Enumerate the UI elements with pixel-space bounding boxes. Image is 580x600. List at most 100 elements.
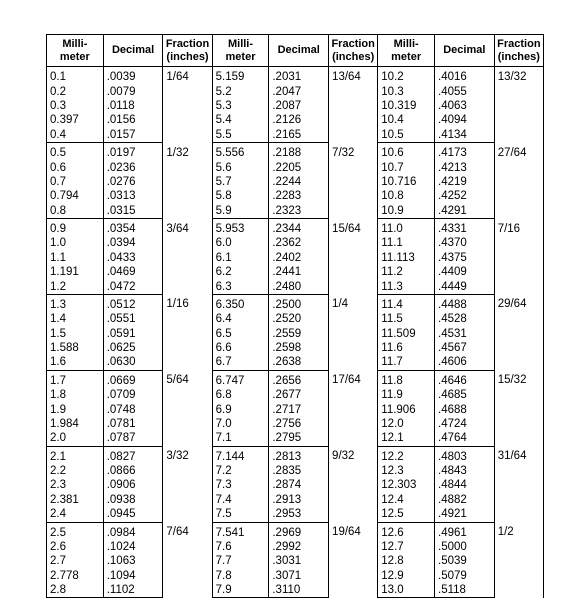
cell-mm: 11.2 (378, 265, 435, 279)
cell-mm: 7.3 (212, 478, 269, 492)
table-row: 0.5.01971/325.556.21887/3210.6.417327/64 (47, 143, 544, 161)
cell-mm: 12.0 (378, 417, 435, 431)
cell-decimal: .0625 (103, 341, 163, 355)
cell-decimal: .4803 (435, 446, 495, 464)
cell-decimal: .0781 (103, 417, 163, 431)
cell-decimal: .4016 (435, 67, 495, 85)
cell-fraction: 7/64 (163, 522, 212, 598)
cell-mm: 11.8 (378, 370, 435, 388)
cell-decimal: .0512 (103, 294, 163, 312)
cell-fraction: 1/16 (163, 294, 212, 370)
cell-decimal: .0669 (103, 370, 163, 388)
cell-mm: 7.2 (212, 464, 269, 478)
cell-decimal: .4291 (435, 204, 495, 219)
cell-mm: 7.6 (212, 540, 269, 554)
cell-fraction: 9/32 (329, 446, 378, 522)
cell-decimal: .4646 (435, 370, 495, 388)
cell-decimal: .5118 (435, 583, 495, 598)
cell-decimal: .2188 (269, 143, 329, 161)
cell-decimal: .4724 (435, 417, 495, 431)
table-row: 1.7.06695/646.747.265617/6411.8.464615/3… (47, 370, 544, 388)
cell-mm: 10.8 (378, 189, 435, 203)
table-row: 1.4.05516.4.252011.5.4528 (47, 312, 544, 326)
cell-mm: 11.9 (378, 388, 435, 402)
cell-fraction: 13/64 (329, 67, 378, 143)
cell-decimal: .0157 (103, 128, 163, 143)
cell-decimal: .0236 (103, 161, 163, 175)
cell-decimal: .2813 (269, 446, 329, 464)
table-row: 1.3.05121/166.350.25001/411.4.448829/64 (47, 294, 544, 312)
cell-mm: 12.2 (378, 446, 435, 464)
cell-fraction: 7/32 (329, 143, 378, 219)
table-row: 0.7.02765.7.224410.716.4219 (47, 175, 544, 189)
cell-decimal: .0938 (103, 493, 163, 507)
cell-mm: 2.381 (47, 493, 104, 507)
cell-mm: 10.3 (378, 85, 435, 99)
cell-mm: 7.5 (212, 507, 269, 522)
cell-mm: 6.350 (212, 294, 269, 312)
cell-decimal: .2638 (269, 355, 329, 370)
table-row: 2.2.08667.2.283512.3.4843 (47, 464, 544, 478)
cell-decimal: .1102 (103, 583, 163, 598)
cell-decimal: .1024 (103, 540, 163, 554)
cell-mm: 0.2 (47, 85, 104, 99)
conversion-page: Milli-meter Decimal Fraction(inches) Mil… (0, 0, 580, 600)
cell-decimal: .0945 (103, 507, 163, 522)
cell-decimal: .2087 (269, 99, 329, 113)
cell-decimal: .4331 (435, 219, 495, 237)
table-row: 1.984.07817.0.275612.0.4724 (47, 417, 544, 431)
cell-decimal: .1063 (103, 554, 163, 568)
cell-mm: 10.9 (378, 204, 435, 219)
cell-mm: 2.8 (47, 583, 104, 598)
cell-mm: 12.8 (378, 554, 435, 568)
cell-decimal: .2047 (269, 85, 329, 99)
cell-decimal: .0551 (103, 312, 163, 326)
table-row: 2.3.09067.3.287412.303.4844 (47, 478, 544, 492)
table-header: Milli-meter Decimal Fraction(inches) Mil… (47, 35, 544, 67)
cell-mm: 6.1 (212, 251, 269, 265)
cell-mm: 5.4 (212, 113, 269, 127)
cell-mm: 5.5 (212, 128, 269, 143)
cell-decimal: .4567 (435, 341, 495, 355)
cell-mm: 11.7 (378, 355, 435, 370)
cell-mm: 6.8 (212, 388, 269, 402)
cell-decimal: .4213 (435, 161, 495, 175)
cell-decimal: .4843 (435, 464, 495, 478)
cell-mm: 1.0 (47, 236, 104, 250)
cell-mm: 11.113 (378, 251, 435, 265)
cell-mm: 12.9 (378, 569, 435, 583)
table-row: 1.588.06256.6.259811.6.4567 (47, 341, 544, 355)
cell-mm: 11.509 (378, 327, 435, 341)
cell-mm: 11.3 (378, 280, 435, 295)
cell-mm: 2.2 (47, 464, 104, 478)
cell-fraction: 5/64 (163, 370, 212, 446)
cell-decimal: .0313 (103, 189, 163, 203)
table-row: 0.4.01575.5.216510.5.4134 (47, 128, 544, 143)
cell-decimal: .4063 (435, 99, 495, 113)
cell-mm: 1.5 (47, 327, 104, 341)
cell-decimal: .4055 (435, 85, 495, 99)
table-row: 2.8.11027.9.311013.0.5118 (47, 583, 544, 598)
cell-mm: 6.4 (212, 312, 269, 326)
cell-decimal: .0709 (103, 388, 163, 402)
cell-decimal: .2500 (269, 294, 329, 312)
cell-decimal: .4961 (435, 522, 495, 540)
cell-fraction: 13/32 (494, 67, 543, 143)
cell-fraction: 1/32 (163, 143, 212, 219)
cell-decimal: .2205 (269, 161, 329, 175)
cell-decimal: .4882 (435, 493, 495, 507)
cell-decimal: .2402 (269, 251, 329, 265)
table-row: 1.5.05916.5.255911.509.4531 (47, 327, 544, 341)
cell-decimal: .2441 (269, 265, 329, 279)
hdr-dec-1: Decimal (103, 35, 163, 67)
table-row: 1.8.07096.8.267711.9.4685 (47, 388, 544, 402)
cell-mm: 11.0 (378, 219, 435, 237)
cell-mm: 10.5 (378, 128, 435, 143)
cell-decimal: .2969 (269, 522, 329, 540)
cell-mm: 12.303 (378, 478, 435, 492)
cell-decimal: .3071 (269, 569, 329, 583)
cell-decimal: .4606 (435, 355, 495, 370)
cell-decimal: .2656 (269, 370, 329, 388)
cell-mm: 6.5 (212, 327, 269, 341)
table-row: 0.6.02365.6.220510.7.4213 (47, 161, 544, 175)
